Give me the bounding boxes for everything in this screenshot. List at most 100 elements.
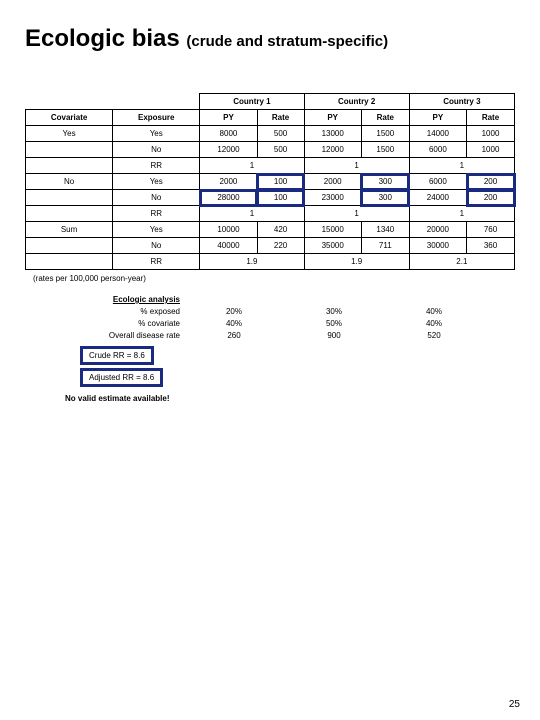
analysis-label: Overall disease rate [25, 331, 184, 340]
table-cell: 30000 [409, 238, 466, 254]
table-cell: 1 [304, 206, 409, 222]
table-cell: No [113, 238, 200, 254]
table-cell: 40000 [200, 238, 257, 254]
table-cell: 500 [257, 142, 304, 158]
analysis-value: 50% [284, 319, 384, 328]
table-cell: Yes [113, 222, 200, 238]
table-row: No1200050012000150060001000 [26, 142, 515, 158]
adjusted-rr: Adjusted RR = 8.6 [80, 368, 163, 387]
table-cell: 1 [304, 158, 409, 174]
table-row: YesYes8000500130001500140001000 [26, 126, 515, 142]
ecologic-analysis: Ecologic analysis % exposed20%30%40%% co… [25, 295, 515, 403]
table-cell: 1000 [467, 126, 515, 142]
table-cell: Yes [113, 174, 200, 190]
table-cell: 6000 [409, 142, 466, 158]
table-cell: 420 [257, 222, 304, 238]
table-row: No400002203500071130000360 [26, 238, 515, 254]
table-cell: 15000 [304, 222, 361, 238]
analysis-value: 900 [284, 331, 384, 340]
exposure-header: Exposure [113, 110, 200, 126]
covariate-header: Covariate [26, 110, 113, 126]
table-cell: 20000 [409, 222, 466, 238]
table-row: RR111 [26, 206, 515, 222]
no-valid-estimate: No valid estimate available! [65, 394, 515, 403]
table-cell [26, 238, 113, 254]
analysis-value: 20% [184, 307, 284, 316]
rate-header-3: Rate [467, 110, 515, 126]
table-cell: 200 [467, 190, 515, 206]
country-3-header: Country 3 [409, 94, 514, 110]
table-cell: No [26, 174, 113, 190]
table-cell [26, 206, 113, 222]
table-cell [26, 158, 113, 174]
table-cell: 1.9 [304, 254, 409, 270]
analysis-row: Overall disease rate260900520 [25, 331, 515, 340]
table-cell: 360 [467, 238, 515, 254]
table-cell: 1340 [361, 222, 409, 238]
table-cell: RR [113, 206, 200, 222]
crude-rr: Crude RR = 8.6 [80, 346, 154, 365]
py-header-2: PY [304, 110, 361, 126]
page-number: 25 [509, 699, 520, 710]
rate-header-2: Rate [361, 110, 409, 126]
analysis-value: 30% [284, 307, 384, 316]
table-cell: 2000 [304, 174, 361, 190]
py-header-3: PY [409, 110, 466, 126]
table-cell: 1 [200, 158, 304, 174]
py-header-1: PY [200, 110, 257, 126]
table-cell: 35000 [304, 238, 361, 254]
table-cell: Sum [26, 222, 113, 238]
table-cell: Yes [113, 126, 200, 142]
table-cell: 2.1 [409, 254, 514, 270]
analysis-value: 260 [184, 331, 284, 340]
page-title: Ecologic bias (crude and stratum-specifi… [25, 25, 515, 53]
table-cell: Yes [26, 126, 113, 142]
table-cell: 1.9 [200, 254, 304, 270]
table-cell: 6000 [409, 174, 466, 190]
analysis-value: 40% [384, 319, 484, 328]
table-cell: 200 [467, 174, 515, 190]
table-cell: RR [113, 158, 200, 174]
table-cell: 1 [200, 206, 304, 222]
table-cell: 300 [361, 174, 409, 190]
table-cell [26, 142, 113, 158]
analysis-row: % exposed20%30%40% [25, 307, 515, 316]
table-cell [26, 254, 113, 270]
country-1-header: Country 1 [200, 94, 304, 110]
analysis-value: 40% [384, 307, 484, 316]
table-cell: 23000 [304, 190, 361, 206]
table-cell: 13000 [304, 126, 361, 142]
analysis-row: % covariate40%50%40% [25, 319, 515, 328]
table-cell: 8000 [200, 126, 257, 142]
analysis-label: % covariate [25, 319, 184, 328]
table-row: NoYes200010020003006000200 [26, 174, 515, 190]
table-row: No280001002300030024000200 [26, 190, 515, 206]
country-2-header: Country 2 [304, 94, 409, 110]
table-row: RR111 [26, 158, 515, 174]
table-cell: 12000 [304, 142, 361, 158]
table-cell: 300 [361, 190, 409, 206]
analysis-value: 520 [384, 331, 484, 340]
table-cell: 1000 [467, 142, 515, 158]
table-cell: No [113, 142, 200, 158]
table-row: RR1.91.92.1 [26, 254, 515, 270]
table-cell: 24000 [409, 190, 466, 206]
rate-header-1: Rate [257, 110, 304, 126]
table-row: SumYes1000042015000134020000760 [26, 222, 515, 238]
table-cell: 500 [257, 126, 304, 142]
table-cell: 10000 [200, 222, 257, 238]
analysis-value: 40% [184, 319, 284, 328]
table-cell [26, 190, 113, 206]
table-cell: 711 [361, 238, 409, 254]
table-cell: 760 [467, 222, 515, 238]
table-cell: 12000 [200, 142, 257, 158]
analysis-header: Ecologic analysis [25, 295, 184, 304]
table-cell: 100 [257, 190, 304, 206]
rates-note: (rates per 100,000 person-year) [33, 274, 515, 283]
table-cell: 1 [409, 206, 514, 222]
title-main: Ecologic bias [25, 25, 180, 52]
table-cell: 2000 [200, 174, 257, 190]
analysis-label: % exposed [25, 307, 184, 316]
table-cell: 14000 [409, 126, 466, 142]
table-cell: 1500 [361, 142, 409, 158]
